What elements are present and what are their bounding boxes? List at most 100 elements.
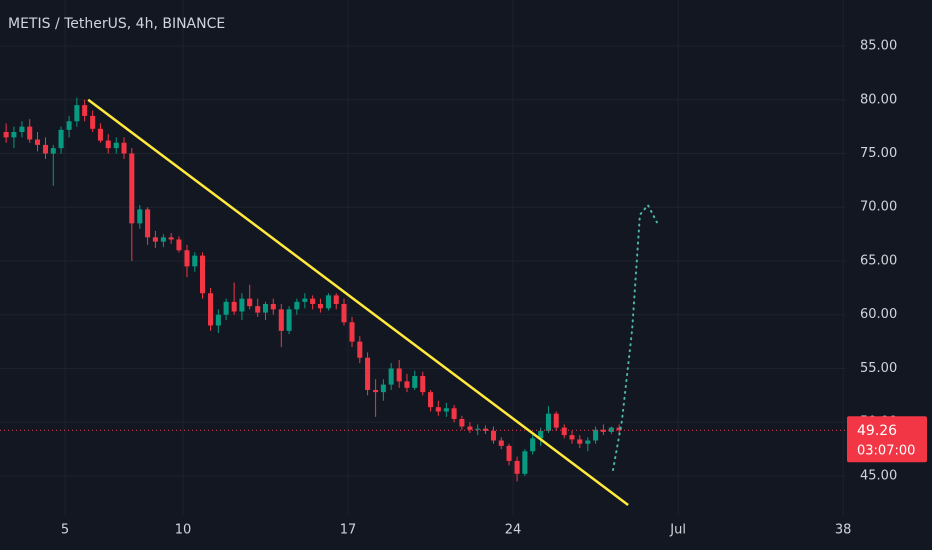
candle-body [577,439,583,444]
candle-body [286,309,292,331]
candle-body [137,209,143,224]
candle-body [333,295,339,304]
candle-body [255,306,261,313]
candle-body [608,427,614,432]
candle-body [514,460,520,474]
trendline [87,98,629,507]
candle-body [192,255,198,267]
candle-body [27,126,33,140]
candle-body [231,301,237,312]
candle-body [538,430,544,439]
candle-body [569,435,575,440]
candle-body [105,140,111,149]
y-tick-label: 80.00 [860,92,897,107]
candle-body [42,144,49,154]
candle-body [325,295,331,309]
candle-body [467,426,473,430]
price-label-box [847,416,927,463]
candle-body [176,239,182,251]
candle-body [262,303,269,313]
candle-body [19,126,25,133]
candle-body [317,303,323,309]
candle-body [459,419,465,427]
x-tick-label: Jul [669,523,686,538]
candle-body [545,413,551,431]
candle-body [310,298,316,304]
candle-body [482,428,489,431]
candle-body [302,298,308,302]
candles [3,97,622,482]
candle-body [11,132,17,138]
candle-body [50,148,56,154]
price-label: 49.26 [857,423,897,439]
candle-body [396,368,402,382]
y-tick-label: 60.00 [860,307,897,322]
candle-body [97,128,103,141]
candle-body [3,132,9,138]
candle-body [145,209,151,238]
candle-body [168,237,174,240]
x-tick-label: 38 [835,523,852,538]
candle-body [121,142,127,154]
candle-body [152,237,158,242]
candle-body [341,303,347,323]
x-tick-label: 24 [505,523,522,538]
candle-body [388,368,394,385]
candle-body [412,376,418,388]
candle-body [420,376,426,393]
candle-body [294,301,300,310]
candle-body [443,408,449,412]
candle-body [223,301,229,315]
projection-path [612,203,658,471]
candle-body [349,322,355,342]
candle-body [357,341,363,358]
candle-body [553,413,559,428]
y-tick-label: 45.00 [860,468,897,483]
candle-body [208,293,214,326]
candle-body [428,392,434,408]
candle-body [561,427,567,436]
candle-body [475,428,481,430]
candle-body [239,298,245,312]
candle-body [585,440,591,444]
candle-body [129,153,135,224]
candle-body [616,427,622,431]
x-tick-label: 5 [61,523,69,538]
candle-body [184,250,190,267]
y-tick-label: 65.00 [860,253,897,268]
countdown-label: 03:07:00 [857,444,915,459]
grid [0,0,846,515]
candle-body [200,255,206,294]
y-tick-label: 70.00 [860,200,897,215]
candle-body [160,237,166,242]
candle-body [498,440,504,446]
candle-body [113,142,119,149]
candle-body [451,408,457,420]
overlay [0,98,846,507]
candle-body [247,298,253,307]
candle-body [270,303,276,310]
chart-title: METIS / TetherUS, 4h, BINANCE [8,16,225,32]
candle-body [90,115,96,129]
candle-body [66,121,72,130]
candle-body [278,309,284,331]
candle-body [365,357,371,390]
candle-body [435,407,441,412]
candle-body [380,384,386,393]
candle-body [522,451,528,474]
candle-body [530,438,536,452]
candle-body [506,445,512,461]
candle-body [490,430,497,441]
candle-body [593,429,599,441]
y-tick-label: 85.00 [860,39,897,54]
candle-body [58,129,64,149]
y-tick-label: 75.00 [860,146,897,161]
candle-body [74,105,80,122]
candle-body [373,389,379,393]
candle-body [82,105,88,116]
x-tick-label: 17 [340,523,357,538]
y-tick-label: 55.00 [860,361,897,376]
candle-body [215,314,221,326]
